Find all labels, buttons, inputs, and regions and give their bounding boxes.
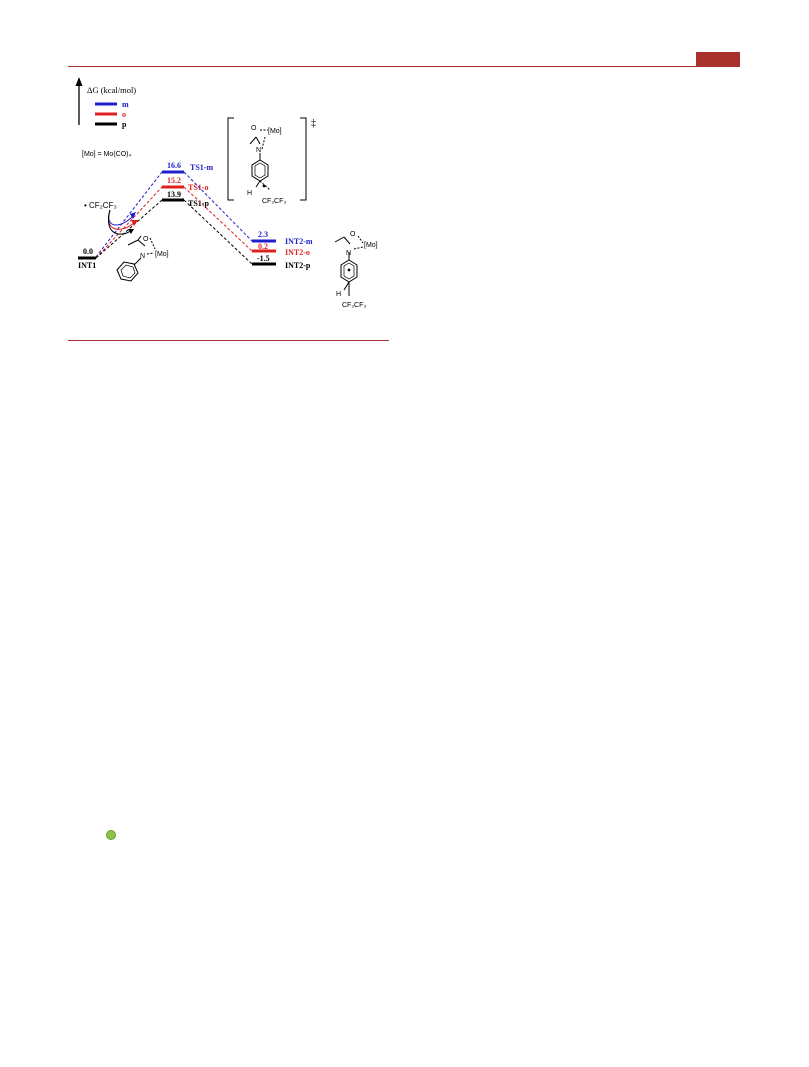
int2-methyl-bond <box>334 236 345 243</box>
value-int2-o: 0.2 <box>258 242 268 251</box>
int2-h-label: H <box>336 291 341 298</box>
ts-methyl-bond <box>249 136 257 145</box>
ts-n-mo-dash <box>261 136 266 150</box>
ts-c-h-bond <box>255 180 261 188</box>
int1-phenyl-ring <box>116 261 139 282</box>
arrow-p <box>108 209 133 235</box>
int2-aryl-inner <box>343 262 355 280</box>
arrowhead-p <box>128 229 134 234</box>
label-ts1-p: TS1-p <box>188 199 209 208</box>
ts-aryl-inner <box>254 162 266 179</box>
label-ts1-o: TS1-o <box>188 183 208 192</box>
label-int2-m: INT2-m <box>285 237 313 246</box>
legend-label-o: o <box>122 110 126 119</box>
int2-o-mo-dash <box>357 235 364 244</box>
bullet-dot <box>106 830 116 840</box>
energy-axis-arrowhead <box>75 77 83 86</box>
arrowhead-o <box>131 220 138 226</box>
connector-ts1-int2-m <box>183 171 253 242</box>
radical-cf2cf3: • CF₂CF₃ <box>84 201 117 210</box>
connector-ts1-int2-o <box>183 186 253 252</box>
ts-carbonyl-n-bond <box>255 136 261 145</box>
ts-bracket-right <box>300 117 307 201</box>
value-int1: 0.0 <box>83 247 93 256</box>
legend-label-p: p <box>122 120 127 129</box>
int1-n-mo-dash <box>146 252 155 255</box>
figure-bottom-rule <box>68 340 389 341</box>
mo-definition: [Mo] = Mo(CO)₄ <box>82 151 131 158</box>
int2-cf2cf3-label: CF₂CF₃ <box>342 302 366 309</box>
int1-mo-label: [Mo] <box>155 251 169 258</box>
connectors <box>95 171 253 265</box>
ts-forming-bond <box>259 180 271 191</box>
connector-ts1-int2-p <box>183 199 253 265</box>
label-ts1-m: TS1-m <box>190 163 213 172</box>
int1-phenyl-inner <box>120 264 136 279</box>
int2-carbonyl-n-bond <box>343 236 351 245</box>
ts-mo-label: [Mo] <box>268 128 282 135</box>
label-int2-p: INT2-p <box>285 261 311 270</box>
ts-double-dagger: ‡ <box>311 118 316 129</box>
label-int1: INT1 <box>78 261 96 270</box>
int2-o-label: O <box>350 231 356 238</box>
header-rule <box>68 66 740 67</box>
int1-methyl-bond <box>127 239 139 246</box>
int1-co-bond <box>137 235 142 241</box>
legend: m o p <box>95 100 129 129</box>
int2-mo-label: [Mo] <box>364 242 378 249</box>
ts-radical-dot <box>262 184 266 188</box>
int1-n-aryl-bond <box>133 257 142 266</box>
int2-n-label: N <box>346 250 351 257</box>
ts-structure <box>227 117 307 201</box>
ts-h-label: H <box>247 190 252 197</box>
value-ts1-o: 15.2 <box>167 176 181 185</box>
value-ts1-m: 16.6 <box>167 161 181 170</box>
ts-bracket-left <box>227 117 234 201</box>
connector-int1-ts1-o <box>95 186 163 259</box>
legend-label-m: m <box>122 100 129 109</box>
value-int2-p: -1.5 <box>257 254 270 263</box>
int2-structure <box>334 235 364 296</box>
ts-cf2cf3-label: CF₂CF₃ <box>262 198 286 205</box>
header-corner-block <box>696 52 740 67</box>
int1-o-mo-dash <box>149 237 156 250</box>
energy-axis-label: ΔG (kcal/mol) <box>87 85 136 95</box>
int1-o-label: O <box>143 236 149 243</box>
int1-n-label: N <box>140 253 145 260</box>
value-int2-m: 2.3 <box>258 230 268 239</box>
ts-n-label: N <box>256 147 261 154</box>
int2-radical-dot <box>347 268 351 272</box>
ts-o-label: O <box>251 125 257 132</box>
label-int2-o: INT2-o <box>285 248 310 257</box>
connector-int1-ts1-m <box>95 171 163 258</box>
attack-arrows <box>108 209 138 235</box>
arrowhead-m <box>130 212 136 219</box>
int1-structure <box>116 235 156 282</box>
int1-carbonyl-n-bond <box>137 239 146 247</box>
value-ts1-p: 13.9 <box>167 190 181 199</box>
int2-c-h-bond <box>343 281 350 291</box>
int2-n-mo-dash <box>353 246 364 250</box>
